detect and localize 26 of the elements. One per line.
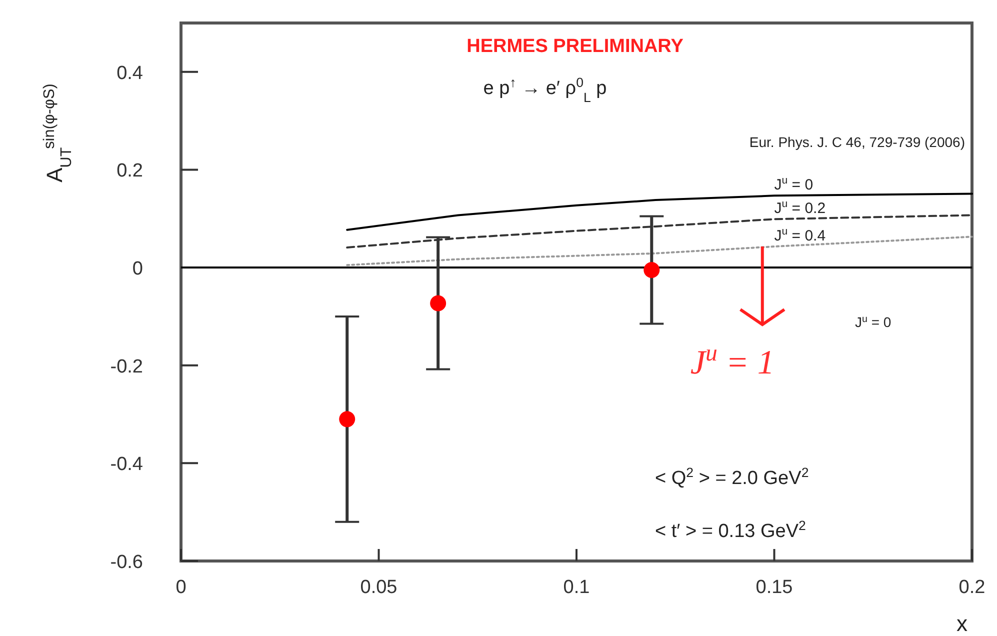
y-tick-label: 0.2 xyxy=(116,160,143,182)
series-label: J$^{u}$ = 0.2 xyxy=(774,198,826,218)
annotation: < Q$^{2}$ > = 2.0 GeV$^{2}$ xyxy=(655,464,809,489)
point xyxy=(430,295,446,312)
x-tick-label: 0.05 xyxy=(360,577,398,598)
annotation: J$^{u}$ = 0 xyxy=(855,314,892,330)
annotation: J$^{u}$ = 1 xyxy=(690,340,774,382)
series-label: J$^{u}$ = 0.4 xyxy=(774,226,826,245)
series-label: J$^{u}$ = 0 xyxy=(774,174,814,194)
annotation: Eur. Phys. J. C 46, 729-739 (2006) xyxy=(749,134,965,150)
y-tick-label: -0.6 xyxy=(110,552,143,573)
x-tick-label: 0.1 xyxy=(563,577,590,598)
y-tick-label: 0 xyxy=(132,258,143,280)
x-tick-label: 0.15 xyxy=(756,577,793,598)
y-tick-label: -0.2 xyxy=(110,356,143,378)
point xyxy=(644,262,660,278)
annotation: HERMES PRELIMINARY xyxy=(466,36,684,57)
line-series xyxy=(346,192,973,231)
point xyxy=(339,411,356,428)
annotation: < t′ > = 0.13 GeV$^{2}$ xyxy=(655,518,806,542)
y-tick-label: -0.4 xyxy=(110,454,144,476)
x-tick-label: 0.2 xyxy=(958,577,986,598)
y-tick-label: 0.4 xyxy=(116,62,144,84)
x-axis-title: x xyxy=(956,611,968,636)
x-tick-label: 0 xyxy=(176,577,186,598)
annotation: e p$^{↑}$ → e′ ρ$^{0}$$_{L}$ p xyxy=(483,74,607,104)
